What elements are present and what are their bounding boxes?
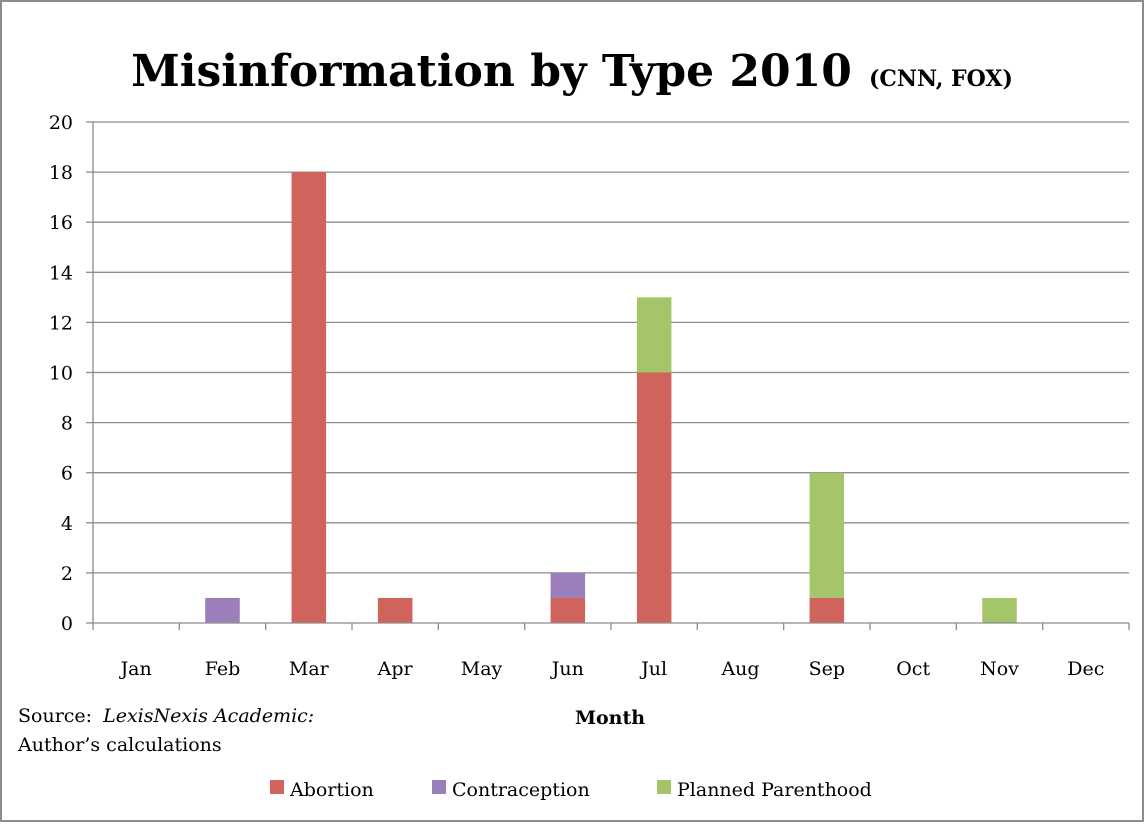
x-tick-label-feb: Feb <box>205 658 241 680</box>
chart-title-main: Misinformation by Type 2010 <box>131 46 852 97</box>
legend-swatch-planned-parenthood <box>657 780 671 794</box>
bar-contraception-jun <box>550 572 586 598</box>
x-tick-label-apr: Apr <box>377 658 414 680</box>
legend-label-contraception: Contraception <box>452 779 590 801</box>
bar-abortion-jun <box>550 597 586 623</box>
bar-contraception-feb <box>205 597 240 623</box>
x-axis-title: Month <box>575 707 645 729</box>
y-tick-label: 14 <box>49 262 73 284</box>
y-tick-label: 10 <box>49 363 73 385</box>
x-tick-label-jan: Jan <box>119 658 152 680</box>
grid-layer <box>86 121 1129 624</box>
bar-planned-parenthood-jul <box>636 297 672 373</box>
source-note-line2: Author’s calculations <box>17 734 222 756</box>
y-tick-label: 12 <box>49 312 73 334</box>
x-tick-label-sep: Sep <box>809 658 845 680</box>
bar-planned-parenthood-nov <box>982 597 1017 623</box>
source-note: Source: LexisNexis Academic: <box>18 705 314 727</box>
x-tick-label-dec: Dec <box>1067 658 1104 680</box>
bars-layer <box>205 172 1017 623</box>
legend-swatch-contraception <box>432 780 446 794</box>
y-tick-label: 6 <box>61 463 73 485</box>
y-tick-label: 0 <box>61 613 73 635</box>
bar-abortion-mar <box>291 172 327 623</box>
bar-abortion-sep <box>809 597 845 623</box>
x-tick-label-nov: Nov <box>980 658 1019 680</box>
legend-label-planned-parenthood: Planned Parenthood <box>677 779 872 801</box>
y-tick-label: 20 <box>49 112 73 134</box>
bar-abortion-jul <box>636 372 672 623</box>
y-tick-labels: 0 2 4 6 8 10 12 14 16 18 20 <box>49 112 73 635</box>
x-tick-label-may: May <box>461 658 503 680</box>
y-tick-label: 8 <box>61 413 73 435</box>
bar-abortion-apr <box>377 597 413 623</box>
y-tick-label: 4 <box>61 513 73 535</box>
legend-label-abortion: Abortion <box>289 779 374 801</box>
x-tick-labels: Jan Feb Mar Apr May Jun Jul Aug Sep Oct Nov Dec <box>119 658 1105 680</box>
chart-title: Misinformation by Type 2010 (CNN, FOX) <box>131 46 1013 97</box>
legend-swatch-abortion <box>270 780 284 794</box>
x-tick-label-aug: Aug <box>720 658 759 680</box>
legend: Abortion Contraception Planned Parenthood <box>270 779 872 801</box>
y-tick-label: 16 <box>49 212 73 234</box>
y-tick-label: 18 <box>49 162 73 184</box>
bar-planned-parenthood-sep <box>809 472 845 598</box>
source-label: Source: <box>18 705 92 727</box>
chart-title-subtitle: (CNN, FOX) <box>869 66 1013 92</box>
x-tick-label-mar: Mar <box>289 658 330 680</box>
x-tick-label-jun: Jun <box>550 658 584 680</box>
x-tick-label-oct: Oct <box>896 658 930 680</box>
axis-layer <box>92 122 1130 630</box>
y-tick-label: 2 <box>61 563 73 585</box>
x-tick-label-jul: Jul <box>639 658 667 680</box>
source-italic: LexisNexis Academic: <box>102 705 314 727</box>
